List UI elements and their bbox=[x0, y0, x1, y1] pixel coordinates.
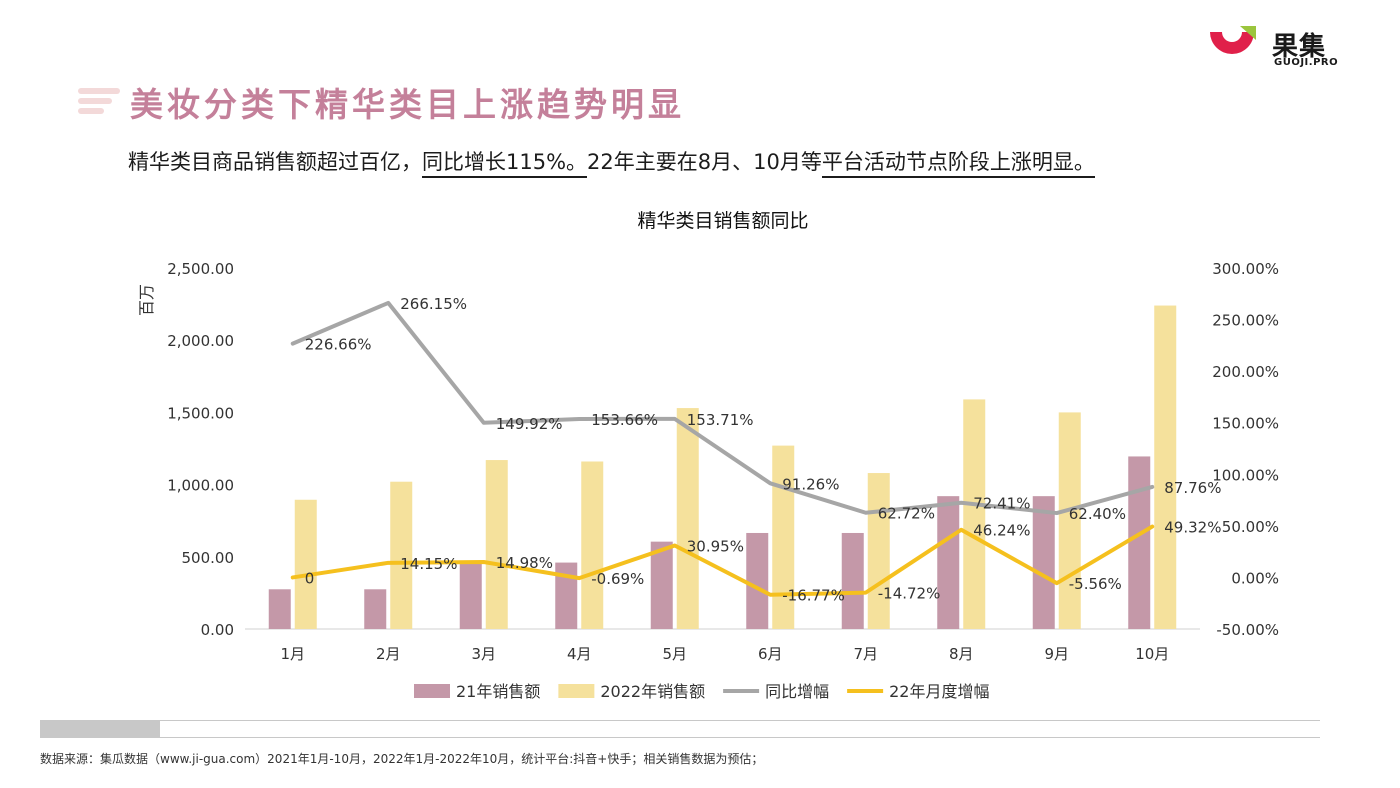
yoy-data-label: 62.72% bbox=[878, 505, 935, 523]
x-tick-label: 10月 bbox=[1135, 645, 1169, 663]
yoy-data-label: 149.92% bbox=[496, 415, 563, 433]
bar-2022 bbox=[1058, 412, 1081, 629]
x-tick-label: 2月 bbox=[376, 645, 401, 663]
monthly-growth-line bbox=[290, 524, 1155, 597]
monthly-data-label: -5.56% bbox=[1069, 575, 1122, 593]
legend-label: 同比增幅 bbox=[765, 682, 829, 701]
y-axis-label: 百万 bbox=[137, 284, 156, 316]
yoy-data-label: 153.66% bbox=[591, 411, 658, 429]
legend-swatch bbox=[414, 684, 450, 698]
yoy-data-label: 91.26% bbox=[782, 475, 839, 493]
logo-name: 果集 bbox=[1272, 32, 1327, 62]
x-tick-label: 6月 bbox=[758, 645, 783, 663]
y2-tick-label: 300.00% bbox=[1212, 260, 1279, 278]
y-tick-label: 2,000.00 bbox=[167, 332, 234, 350]
bar-2022 bbox=[485, 460, 508, 629]
y2-tick-label: 100.00% bbox=[1212, 466, 1279, 484]
bar-2022 bbox=[676, 408, 699, 629]
x-tick-label: 1月 bbox=[280, 645, 305, 663]
bar-2022 bbox=[294, 499, 317, 629]
bar-2022 bbox=[1154, 305, 1177, 629]
yoy-data-label: 87.76% bbox=[1164, 479, 1221, 497]
bar-2021 bbox=[1032, 496, 1055, 629]
bar-2021 bbox=[650, 541, 673, 629]
x-tick-label: 3月 bbox=[471, 645, 496, 663]
bar-2021 bbox=[459, 561, 482, 629]
footer-divider bbox=[40, 720, 1320, 738]
x-tick-label: 4月 bbox=[567, 645, 592, 663]
y-tick-label: 500.00 bbox=[182, 549, 235, 567]
monthly-data-label: 46.24% bbox=[973, 522, 1030, 540]
y2-tick-label: -50.00% bbox=[1216, 621, 1279, 639]
bar-2022 bbox=[772, 445, 795, 629]
y2-tick-label: 50.00% bbox=[1222, 518, 1279, 536]
subtitle-part-2: 同比增长115%。 bbox=[422, 150, 588, 178]
bar-2022 bbox=[867, 473, 890, 629]
yoy-data-label: 62.40% bbox=[1069, 505, 1126, 523]
monthly-data-label: -14.72% bbox=[878, 585, 941, 603]
x-tick-label: 7月 bbox=[853, 645, 878, 663]
x-tick-label: 5月 bbox=[662, 645, 687, 663]
subtitle-part-3: 22年主要在8月、10月等 bbox=[587, 150, 822, 174]
monthly-data-label: -16.77% bbox=[782, 587, 845, 605]
guoji-logo: 果集 GUOJI.PRO bbox=[1206, 24, 1346, 72]
monthly-data-label: 49.32% bbox=[1164, 519, 1221, 537]
monthly-data-label: 14.98% bbox=[496, 554, 553, 572]
data-source-note: 数据来源：集瓜数据（www.ji-gua.com）2021年1月-10月，202… bbox=[40, 752, 764, 766]
bar-2021 bbox=[1128, 456, 1151, 629]
legend-label: 21年销售额 bbox=[456, 682, 540, 701]
yoy-data-label: 72.41% bbox=[973, 495, 1030, 513]
guoji-logo-icon bbox=[1210, 26, 1256, 54]
yoy-data-label: 266.15% bbox=[400, 295, 467, 313]
yoy-line bbox=[290, 300, 1155, 516]
y2-tick-label: 250.00% bbox=[1212, 312, 1279, 330]
page-title: 美妆分类下精华类目上涨趋势明显 bbox=[130, 85, 685, 124]
bar-2022 bbox=[390, 481, 413, 629]
monthly-data-label: 14.15% bbox=[400, 555, 457, 573]
y2-tick-label: 0.00% bbox=[1231, 569, 1279, 587]
bar-2021 bbox=[268, 589, 291, 629]
bar-2021 bbox=[555, 562, 578, 629]
bar-2021 bbox=[841, 532, 864, 629]
bar-2021 bbox=[937, 496, 960, 629]
bar-2022 bbox=[963, 399, 986, 629]
y2-tick-label: 200.00% bbox=[1212, 363, 1279, 381]
title-decoration-icon bbox=[78, 88, 120, 118]
subtitle-part-1: 精华类目商品销售额超过百亿， bbox=[128, 150, 422, 174]
monthly-data-label: 0 bbox=[305, 569, 315, 587]
monthly-data-label: 30.95% bbox=[687, 538, 744, 556]
y-tick-label: 0.00 bbox=[201, 621, 234, 639]
x-tick-label: 8月 bbox=[949, 645, 974, 663]
x-tick-label: 9月 bbox=[1044, 645, 1069, 663]
bar-2022 bbox=[581, 461, 604, 629]
y-tick-label: 1,000.00 bbox=[167, 477, 234, 495]
y-tick-label: 1,500.00 bbox=[167, 404, 234, 422]
legend-label: 2022年销售额 bbox=[600, 682, 705, 701]
legend-label: 22年月度增幅 bbox=[889, 682, 989, 701]
y-tick-label: 2,500.00 bbox=[167, 260, 234, 278]
subtitle-part-4: 平台活动节点阶段上涨明显。 bbox=[821, 150, 1095, 178]
legend-swatch bbox=[558, 684, 595, 698]
yoy-data-label: 226.66% bbox=[305, 336, 372, 354]
y2-tick-label: 150.00% bbox=[1212, 415, 1279, 433]
bar-2021 bbox=[364, 589, 387, 629]
logo-subtext: GUOJI.PRO bbox=[1274, 57, 1339, 68]
bar-2021 bbox=[746, 532, 769, 629]
monthly-data-label: -0.69% bbox=[591, 570, 644, 588]
yoy-data-label: 153.71% bbox=[687, 411, 754, 429]
chart-title: 精华类目销售额同比 bbox=[637, 210, 808, 232]
page-subtitle: 精华类目商品销售额超过百亿，同比增长115%。22年主要在8月、10月等平台活动… bbox=[128, 146, 1095, 178]
